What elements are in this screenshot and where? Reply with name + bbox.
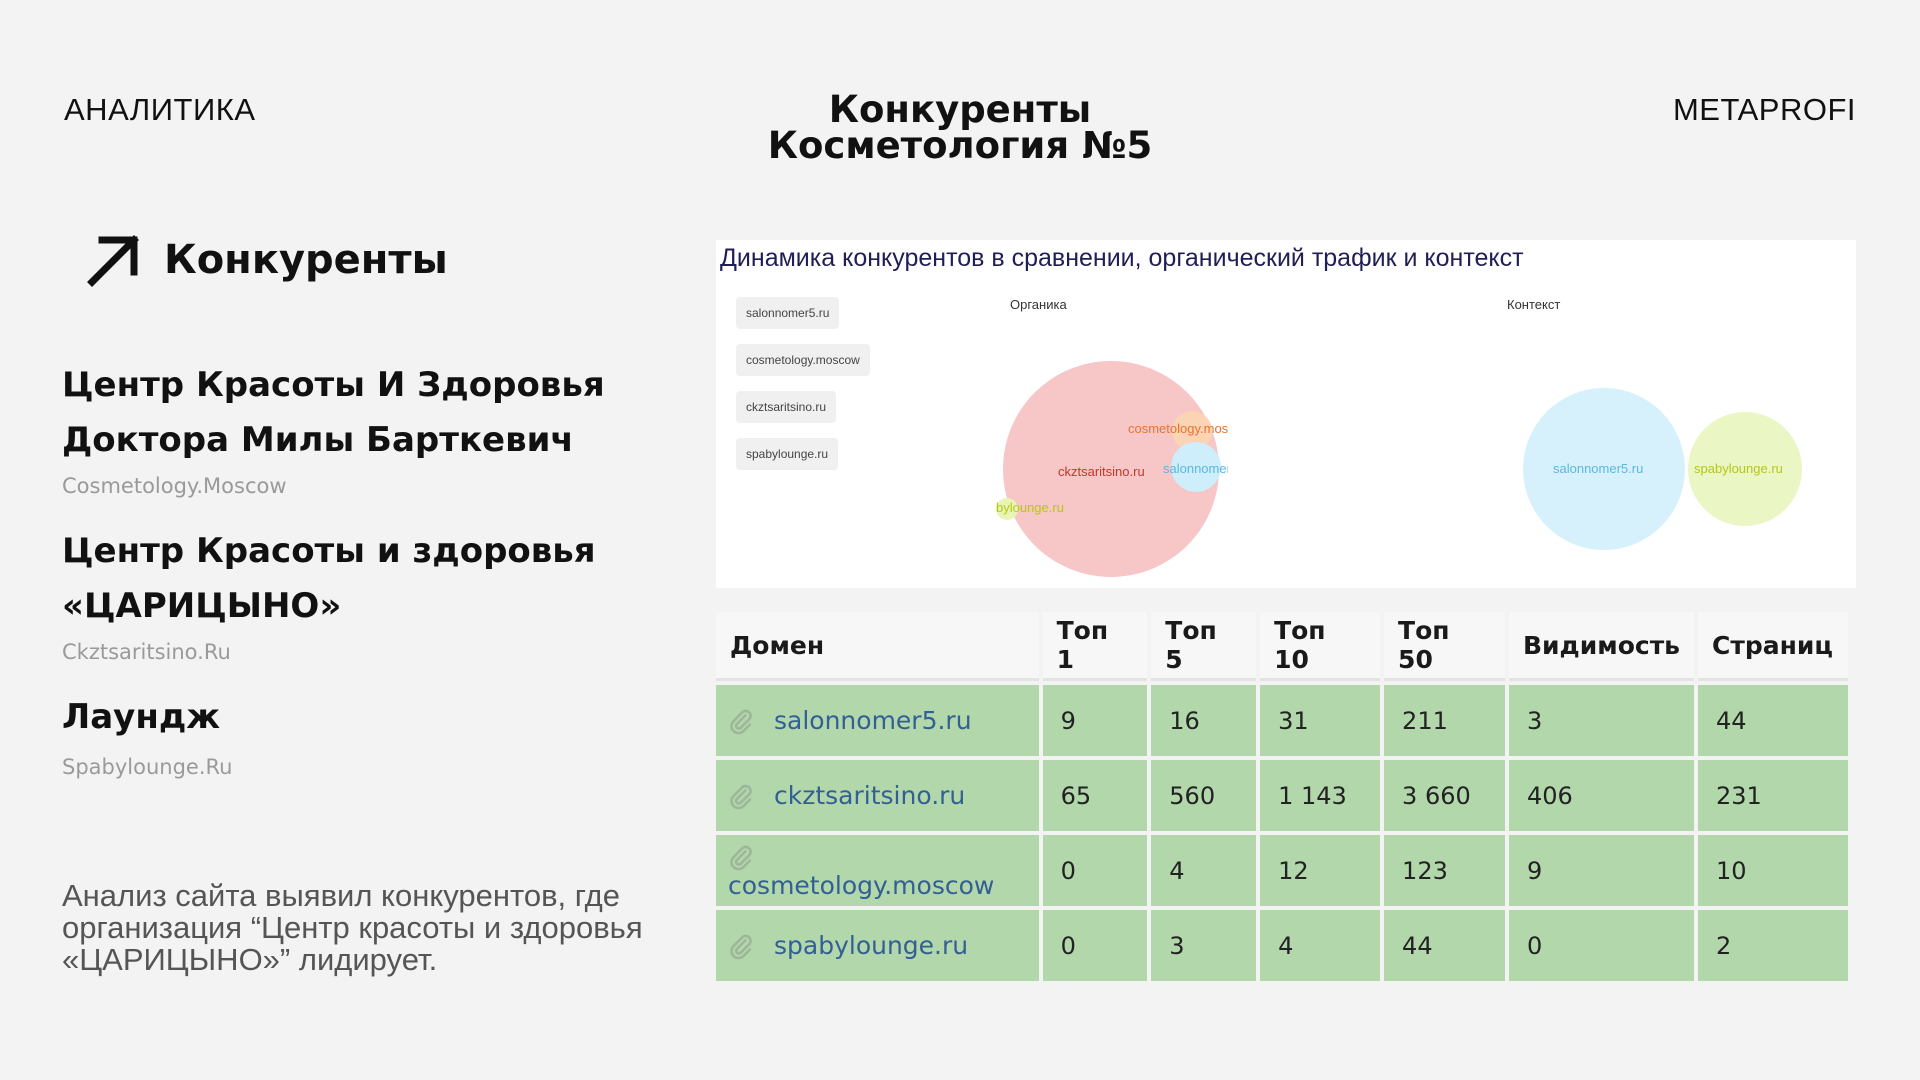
table-cell: 31 (1260, 685, 1381, 756)
column-header[interactable]: Видимость (1508, 612, 1694, 681)
organic-label: Органика (1010, 297, 1067, 312)
table-cell: 4 (1260, 910, 1381, 981)
domain-link[interactable]: spabylounge.ru (774, 931, 969, 960)
bubble-spabylounge[interactable] (996, 498, 1018, 520)
column-header[interactable]: Домен (716, 612, 1039, 681)
paperclip-icon (730, 709, 752, 735)
section-heading: Конкуренты (86, 232, 448, 288)
legend-item[interactable]: ckztsaritsino.ru (736, 391, 837, 423)
table-cell: 1 143 (1260, 760, 1381, 831)
competitor-2: Центр Красоты и здоровья «ЦАРИЦЫНО» Ckzt… (62, 524, 662, 664)
legend-item[interactable]: salonnomer5.ru (736, 297, 840, 329)
table-cell: 9 (1042, 685, 1148, 756)
bubble-salonnomer5[interactable] (1171, 442, 1221, 492)
chart-title: Динамика конкурентов в сравнении, органи… (720, 244, 1524, 272)
table-cell: 65 (1042, 760, 1148, 831)
domain-cell[interactable]: spabylounge.ru (716, 910, 1039, 981)
section-title: Конкуренты (164, 237, 448, 283)
table-cell: 4 (1151, 835, 1257, 906)
table-cell: 211 (1384, 685, 1505, 756)
paperclip-icon (730, 784, 752, 810)
brand-logo: METAPROFI (1672, 92, 1856, 127)
competitor-url: Ckztsaritsino.Ru (62, 640, 231, 664)
table-cell: 44 (1698, 685, 1848, 756)
competitor-url: Spabylounge.Ru (62, 755, 233, 779)
table-cell: 10 (1698, 835, 1848, 906)
table-row: cosmetology.moscow 0 4 12 123 9 10 (716, 835, 1848, 906)
context-bubble-salonnomer5[interactable] (1523, 388, 1685, 550)
context-bubble-spabylounge[interactable] (1688, 412, 1802, 526)
bubble-label: ckztsaritsino.ru (1058, 464, 1145, 479)
domain-link[interactable]: salonnomer5.ru (774, 706, 972, 735)
legend-item[interactable]: cosmetology.moscow (736, 344, 870, 376)
organic-bubble-area: ckztsaritsino.ru cosmetology.mosco salon… (996, 300, 1228, 588)
domain-link[interactable]: cosmetology.moscow (728, 870, 995, 900)
table-cell: 44 (1384, 910, 1505, 981)
domain-link[interactable]: ckztsaritsino.ru (774, 781, 966, 810)
column-header[interactable]: Топ 50 (1384, 612, 1505, 681)
domain-cell[interactable]: salonnomer5.ru (716, 685, 1039, 756)
bubble-label: cosmetology.mosco (1128, 421, 1228, 436)
section-label: АНАЛИТИКА (64, 92, 256, 127)
bubble-label: salonnomer5.ı (1163, 461, 1228, 476)
table-cell: 0 (1042, 910, 1148, 981)
competitor-name-line2: Доктора Милы Барткевич (62, 420, 574, 460)
table-cell: 123 (1384, 835, 1505, 906)
competitor-name-line2: «ЦАРИЦЫНО» (62, 586, 342, 626)
table-row: ckztsaritsino.ru 65 560 1 143 3 660 406 … (716, 760, 1848, 831)
table-cell: 0 (1042, 835, 1148, 906)
table-cell: 406 (1508, 760, 1694, 831)
table-header-row: Домен Топ 1 Топ 5 Топ 10 Топ 50 Видимост… (716, 612, 1848, 681)
domain-cell[interactable]: cosmetology.moscow (716, 835, 1039, 906)
paperclip-icon (730, 845, 752, 870)
page-title-line2: Косметология №5 (767, 124, 1153, 167)
bubble-label: bylounge.ru (996, 500, 1064, 515)
table-cell: 16 (1151, 685, 1257, 756)
bubble-label: spabylounge.ru (1694, 461, 1783, 476)
column-header[interactable]: Страниц (1698, 612, 1848, 681)
legend-item[interactable]: spabylounge.ru (736, 438, 839, 470)
competitor-1: Центр Красоты И Здоровья Доктора Милы Ба… (62, 358, 662, 498)
context-label: Контекст (1507, 297, 1561, 312)
paperclip-icon (730, 934, 752, 960)
competitor-name-line1: Центр Красоты И Здоровья (62, 365, 605, 405)
table-cell: 3 (1151, 910, 1257, 981)
table-cell: 231 (1698, 760, 1848, 831)
table-cell: 3 (1508, 685, 1694, 756)
competitor-3: Лаундж Spabylounge.Ru (62, 690, 662, 779)
bubble-label: salonnomer5.ru (1553, 461, 1644, 476)
column-header[interactable]: Топ 1 (1042, 612, 1148, 681)
bubble-chart-panel: Динамика конкурентов в сравнении, органи… (716, 240, 1856, 588)
domain-cell[interactable]: ckztsaritsino.ru (716, 760, 1039, 831)
column-header[interactable]: Топ 10 (1260, 612, 1381, 681)
page-title: Конкуренты Косметология №5 (660, 88, 1260, 167)
page-title-line1: Конкуренты (828, 88, 1092, 131)
table-row: salonnomer5.ru 9 16 31 211 3 44 (716, 685, 1848, 756)
arrow-up-right-icon (87, 235, 139, 287)
table-cell: 0 (1508, 910, 1694, 981)
column-header[interactable]: Топ 5 (1151, 612, 1257, 681)
competitor-name-line1: Лаундж (62, 697, 221, 737)
table-cell: 2 (1698, 910, 1848, 981)
table-cell: 3 660 (1384, 760, 1505, 831)
analysis-description: Анализ сайта выявил конкурентов, где орг… (62, 878, 643, 977)
competitors-table: Домен Топ 1 Топ 5 Топ 10 Топ 50 Видимост… (716, 612, 1856, 981)
competitor-name-line1: Центр Красоты и здоровья (62, 531, 596, 571)
table-row: spabylounge.ru 0 3 4 44 0 2 (716, 910, 1848, 981)
competitor-url: Cosmetology.Moscow (62, 474, 287, 498)
table-cell: 12 (1260, 835, 1381, 906)
table-cell: 560 (1151, 760, 1257, 831)
table-cell: 9 (1508, 835, 1694, 906)
